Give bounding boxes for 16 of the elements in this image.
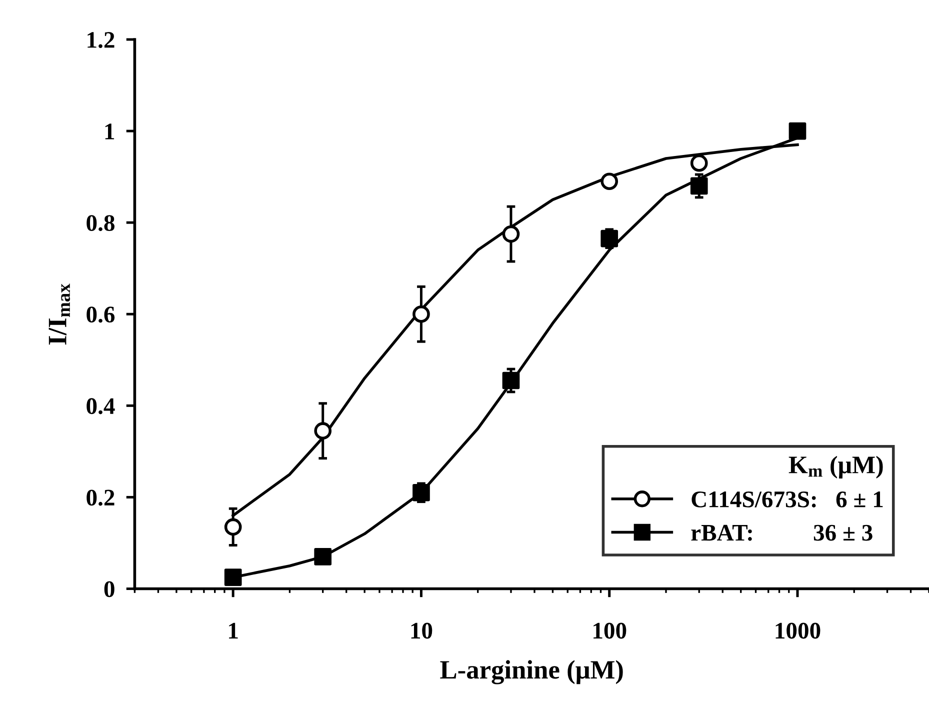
y-tick-label: 0.8 bbox=[86, 215, 114, 232]
y-tick-label: 0 bbox=[104, 581, 114, 598]
y-tick-label: 0.2 bbox=[86, 490, 114, 506]
x-tick-label: 100 bbox=[594, 622, 626, 639]
legend-title: K$_{m}$ (μM) bbox=[788, 456, 883, 478]
y-axis-title: I/I$_{max}$ bbox=[48, 284, 70, 345]
y-tick-label: 0.4 bbox=[86, 398, 115, 414]
y-tick-label: 1 bbox=[105, 124, 114, 140]
legend-label: C114S/673S: 6 ± 1 bbox=[692, 492, 883, 508]
x-tick-label: 1000 bbox=[776, 622, 820, 639]
x-axis-title: L-arginine (μM) bbox=[440, 660, 623, 684]
y-tick-label: 1.2 bbox=[88, 32, 114, 48]
y-tick-label: 0.6 bbox=[86, 306, 115, 323]
x-tick-label: 10 bbox=[411, 622, 432, 639]
x-tick-label: 1 bbox=[229, 622, 238, 638]
legend-label: rBAT: 36 ± 3 bbox=[691, 524, 872, 541]
